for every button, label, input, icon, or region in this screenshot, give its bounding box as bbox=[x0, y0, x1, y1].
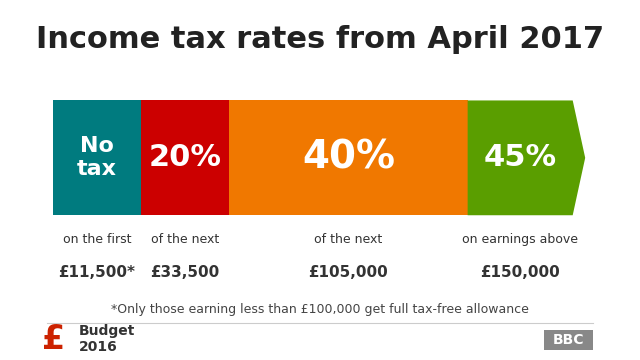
Text: £11,500*: £11,500* bbox=[59, 265, 136, 280]
Text: £150,000: £150,000 bbox=[480, 265, 560, 280]
Text: 20%: 20% bbox=[148, 143, 221, 172]
FancyBboxPatch shape bbox=[141, 100, 229, 215]
Text: of the next: of the next bbox=[151, 233, 220, 246]
FancyBboxPatch shape bbox=[544, 330, 593, 350]
Text: on earnings above: on earnings above bbox=[462, 233, 578, 246]
Text: BBC: BBC bbox=[553, 333, 584, 347]
Text: £: £ bbox=[42, 323, 65, 356]
Text: £105,000: £105,000 bbox=[308, 265, 388, 280]
Text: Income tax rates from April 2017: Income tax rates from April 2017 bbox=[36, 25, 604, 54]
Text: £33,500: £33,500 bbox=[150, 265, 220, 280]
Text: Budget
2016: Budget 2016 bbox=[79, 324, 135, 354]
Text: No
tax: No tax bbox=[77, 136, 117, 179]
Text: on the first: on the first bbox=[63, 233, 131, 246]
FancyBboxPatch shape bbox=[53, 100, 141, 215]
Polygon shape bbox=[468, 100, 585, 215]
Text: 45%: 45% bbox=[484, 143, 557, 172]
Text: of the next: of the next bbox=[314, 233, 383, 246]
FancyBboxPatch shape bbox=[229, 100, 468, 215]
Text: 40%: 40% bbox=[302, 139, 395, 177]
Text: *Only those earning less than £100,000 get full tax-free allowance: *Only those earning less than £100,000 g… bbox=[111, 303, 529, 316]
